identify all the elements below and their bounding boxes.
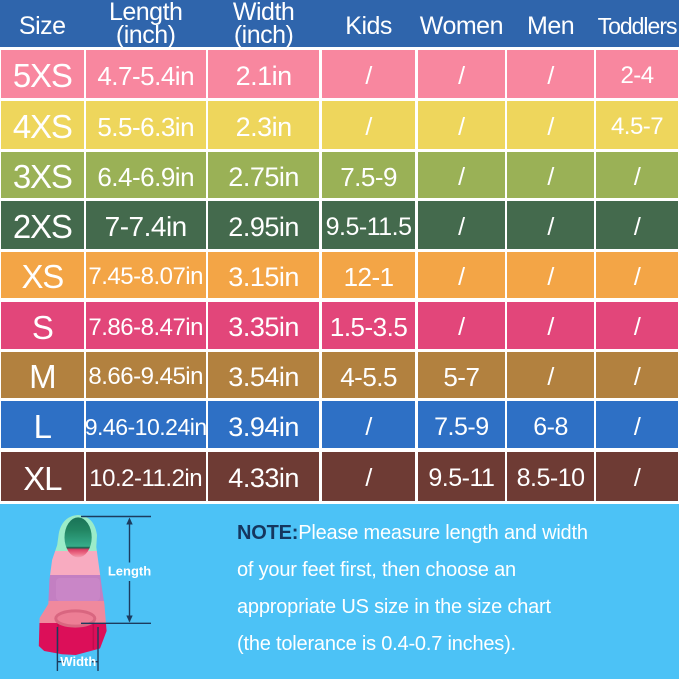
svg-text:Width: Width: [60, 654, 96, 669]
svg-text:Length: Length: [108, 564, 151, 579]
